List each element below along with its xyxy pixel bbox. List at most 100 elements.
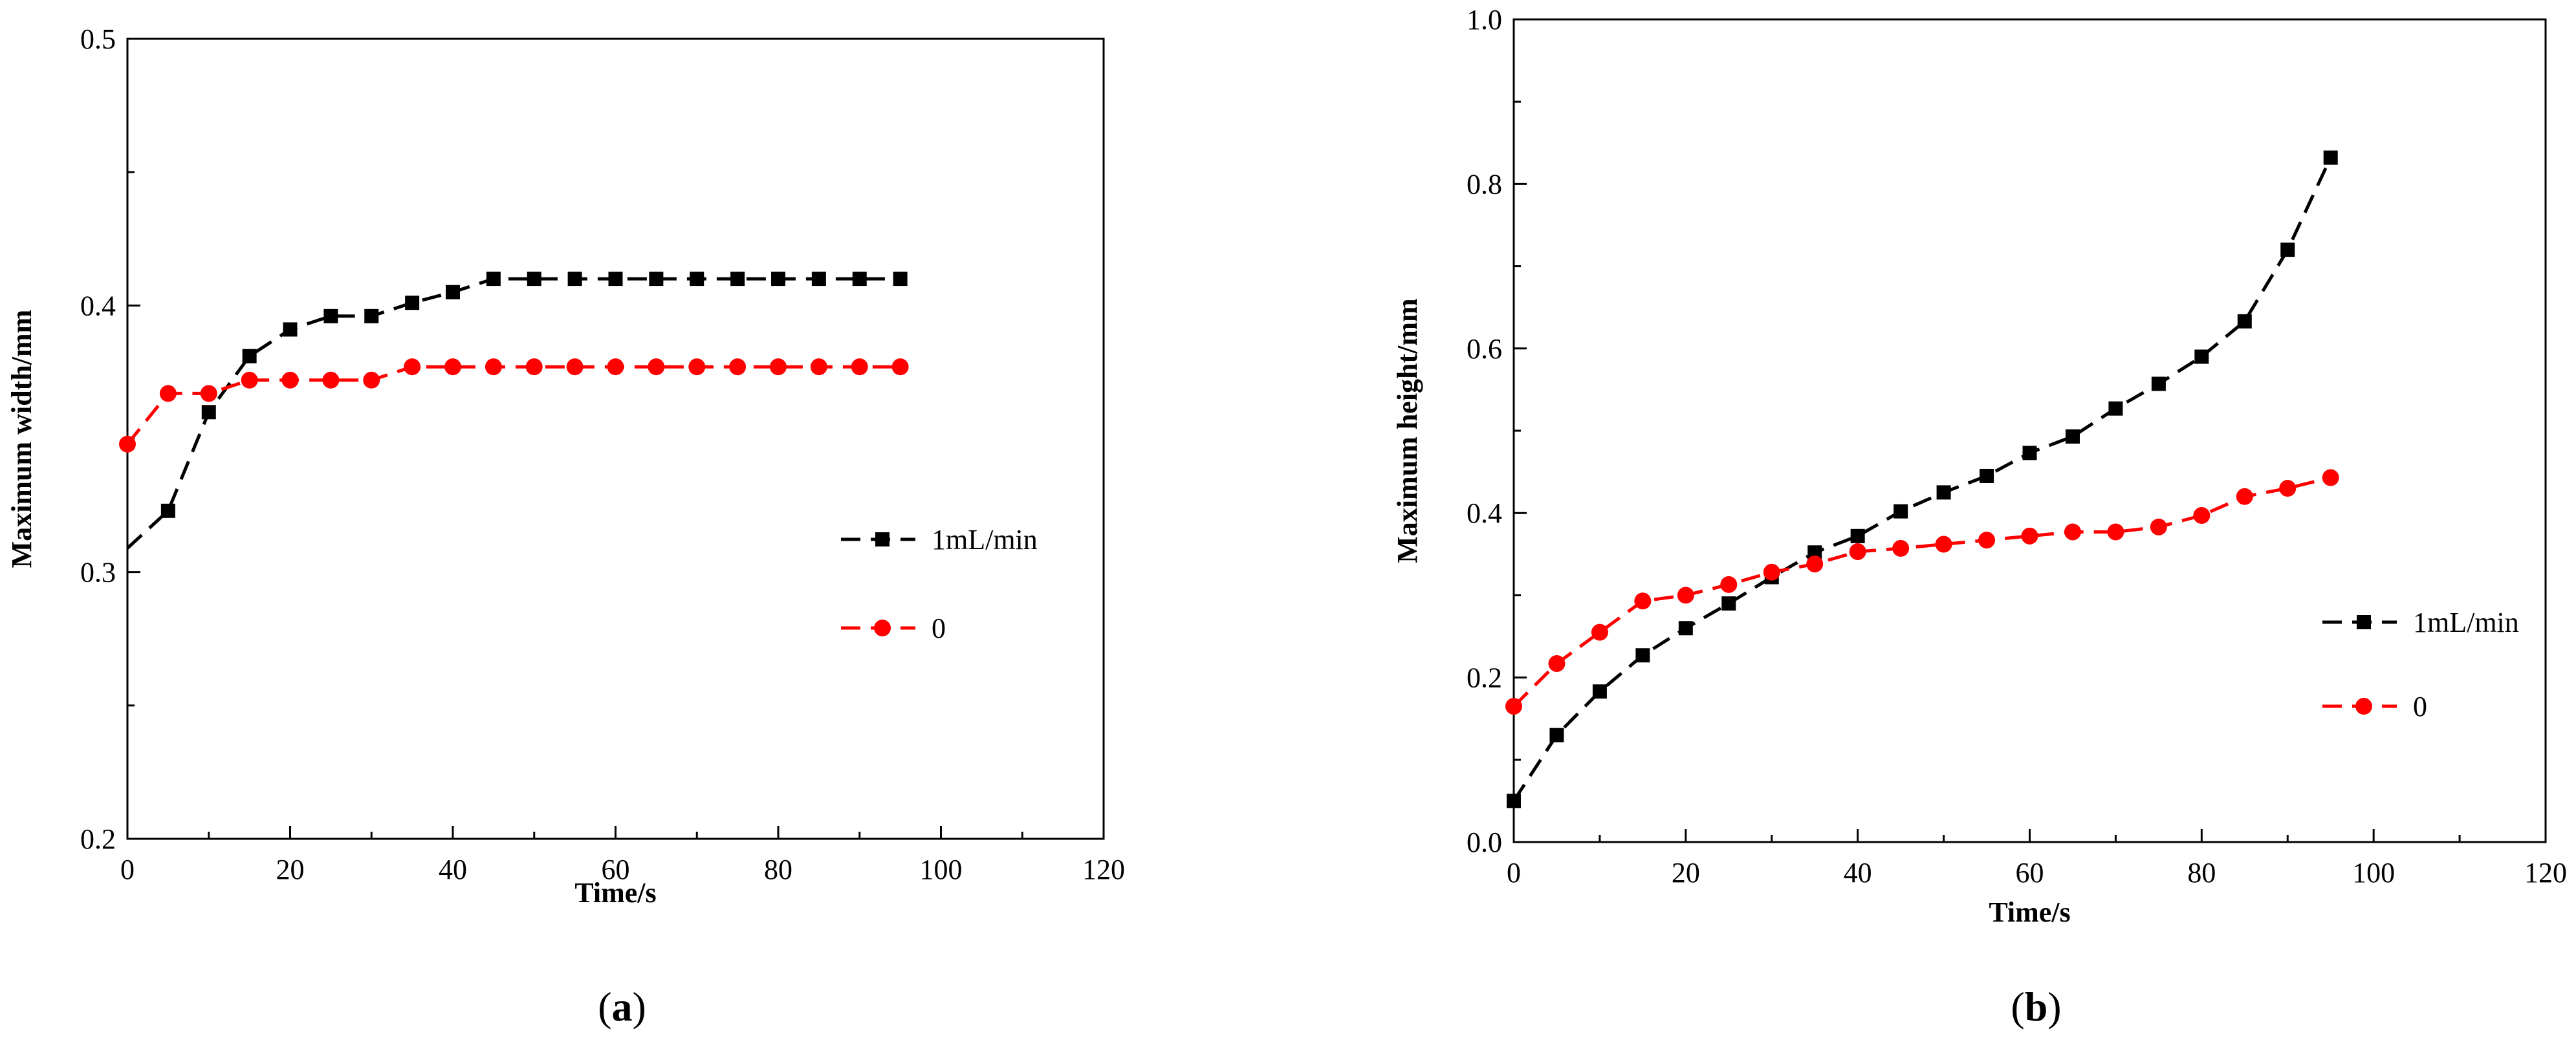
legend-label: 0 (2413, 691, 2427, 722)
y-tick-label: 0.3 (80, 557, 116, 589)
caption-open: ( (598, 984, 611, 1030)
data-point (486, 272, 501, 287)
data-point (1892, 539, 1910, 557)
data-point (444, 358, 461, 376)
x-tick-label: 40 (439, 854, 467, 885)
data-point (893, 272, 908, 287)
data-point (322, 371, 340, 389)
data-point (771, 272, 785, 287)
data-point (1849, 543, 1866, 560)
y-tick-label: 0.6 (1467, 333, 1502, 365)
x-tick-label: 20 (1672, 857, 1700, 889)
data-point (1505, 698, 1522, 715)
data-point (119, 435, 136, 453)
data-point (567, 272, 582, 287)
series-line-0 (126, 277, 901, 550)
y-axis-title: Maximum height/mm (1392, 298, 1423, 563)
data-point (852, 272, 867, 287)
y-tick-label: 1.0 (1467, 4, 1502, 36)
data-point (404, 358, 421, 376)
data-point (525, 358, 543, 376)
data-point (1507, 794, 1521, 808)
y-tick-label: 0.2 (1467, 662, 1502, 694)
data-point (608, 272, 623, 287)
y-tick-label: 0.4 (80, 290, 116, 321)
caption-close: ) (633, 984, 646, 1030)
x-tick-label: 20 (276, 854, 305, 885)
x-axis-title: Time/s (574, 877, 656, 909)
data-point (527, 272, 541, 287)
data-point (2150, 518, 2167, 535)
data-point (160, 503, 175, 518)
data-point (446, 285, 460, 299)
data-point (2237, 314, 2252, 329)
data-point (241, 371, 258, 389)
caption-letter: a (612, 984, 633, 1030)
data-point (323, 308, 338, 323)
data-point (729, 358, 747, 376)
data-point (2323, 150, 2338, 165)
data-point (688, 358, 706, 376)
data-point (2194, 349, 2209, 364)
x-axis-title: Time/s (1989, 896, 2070, 928)
data-point (730, 272, 745, 287)
series-line-0 (1512, 157, 2332, 802)
data-point (851, 358, 868, 376)
data-point (2107, 523, 2124, 541)
data-point (485, 358, 502, 376)
data-point (1850, 528, 1865, 543)
y-tick-label: 0.4 (1467, 497, 1502, 529)
data-point (2322, 469, 2339, 486)
data-point (364, 308, 379, 323)
data-point (1763, 563, 1780, 581)
legend-marker (2357, 615, 2371, 629)
data-point (1720, 576, 1738, 593)
data-point (1935, 535, 1952, 553)
legend-marker (875, 532, 890, 546)
x-tick-label: 40 (1844, 857, 1872, 889)
data-point (1806, 556, 1824, 573)
x-tick-label: 0 (120, 854, 135, 885)
data-point (648, 358, 665, 376)
data-point (566, 358, 584, 376)
data-point (1678, 621, 1693, 636)
y-tick-label: 0.8 (1467, 168, 1502, 200)
data-point (2108, 401, 2123, 416)
data-point (607, 358, 624, 376)
data-point (2151, 376, 2166, 391)
data-point (1936, 485, 1951, 500)
data-point (2236, 488, 2253, 505)
x-tick-label: 60 (602, 854, 630, 885)
data-point (1980, 468, 1994, 483)
plot-frame (1512, 18, 2547, 843)
data-point (1807, 545, 1822, 560)
data-point (405, 296, 420, 310)
data-point (1548, 654, 1566, 672)
plot-frame (126, 38, 1105, 840)
panel-b: 0 20 40 60 80 100 120 0.0 0.2 0.4 0.6 0.8 1.0 Time/s M… (1392, 4, 2567, 1030)
data-point (1894, 504, 1908, 519)
data-point (2193, 507, 2210, 524)
x-tick-label: 120 (2524, 857, 2567, 889)
panel-caption: (b) (2011, 984, 2061, 1030)
data-point (1677, 587, 1694, 604)
panel-caption: (a) (598, 984, 646, 1030)
caption-letter: b (2025, 984, 2048, 1030)
legend-label: 0 (932, 612, 946, 644)
legend-label: 1mL/min (932, 524, 1038, 556)
legend-marker (2355, 698, 2372, 715)
caption-close: ) (2047, 984, 2061, 1030)
data-point (1721, 596, 1736, 611)
x-tick-label: 60 (2016, 857, 2044, 889)
data-point (810, 358, 827, 376)
data-point (1634, 592, 1652, 610)
data-point (2022, 446, 2037, 460)
y-axis-title: Maximum width/mm (6, 310, 38, 568)
data-point (200, 385, 217, 402)
y-tick-label: 0.0 (1467, 827, 1502, 858)
legend-marker (874, 620, 891, 636)
data-point (281, 371, 299, 389)
data-point (1549, 728, 1564, 742)
data-point (1978, 532, 1996, 549)
